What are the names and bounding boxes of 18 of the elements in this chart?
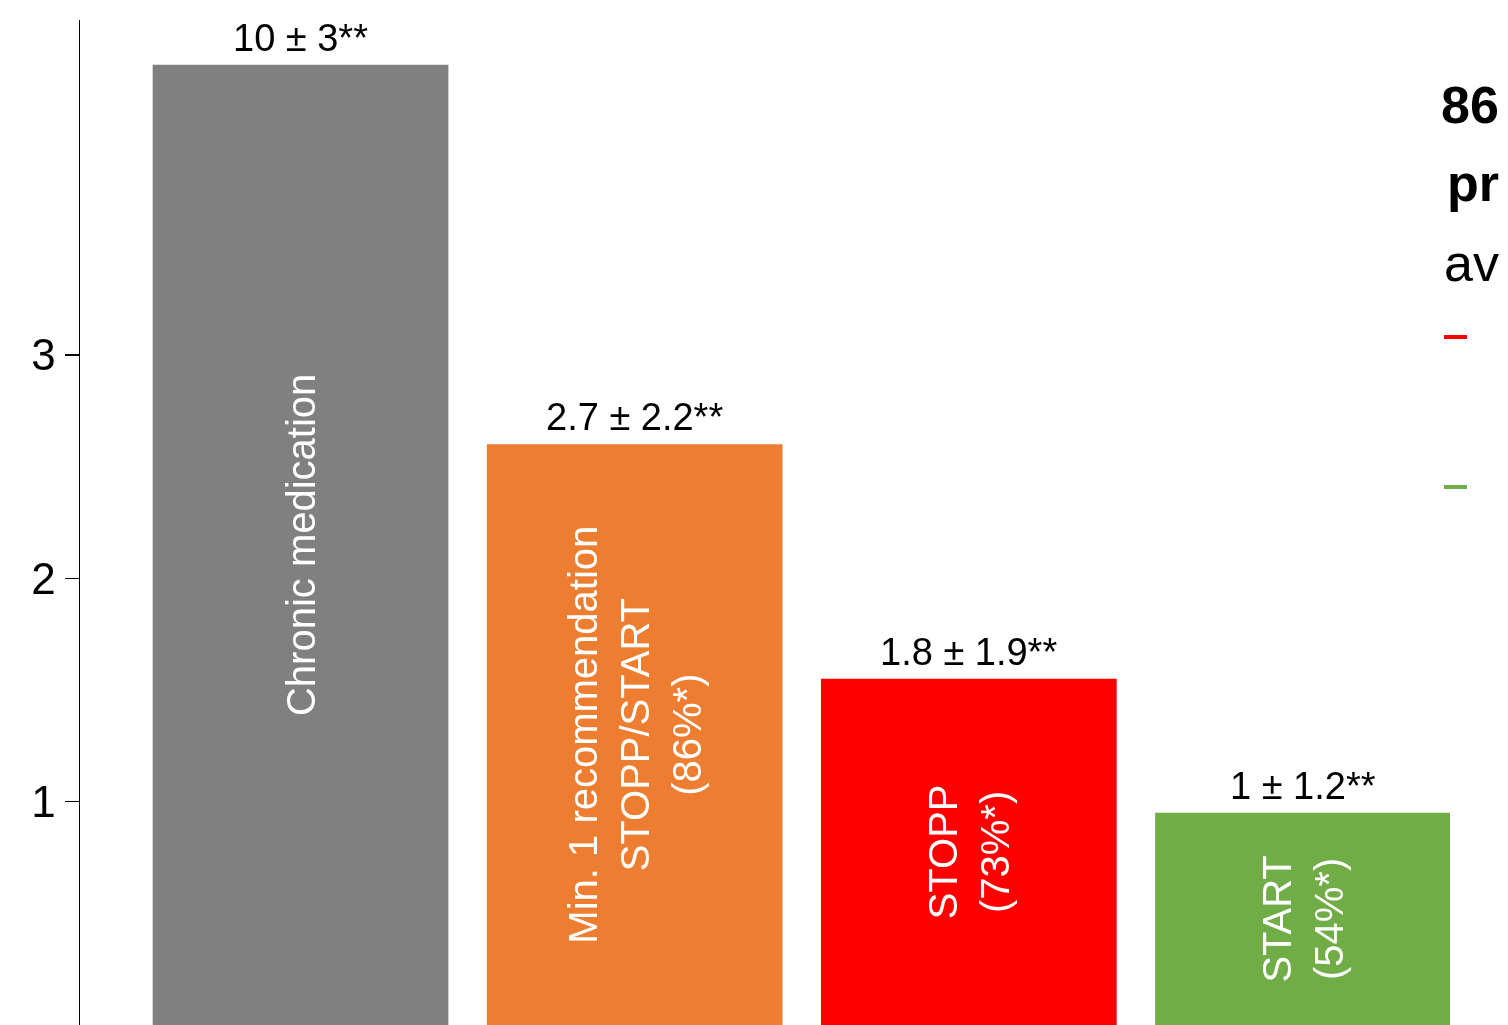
annotation: pr (1447, 154, 1499, 212)
bar (152, 64, 449, 1025)
y-tick-label: 2 (31, 553, 56, 603)
x-tick-label: Min. 1 recommendation STOPP/START (86%*) (560, 525, 709, 944)
annotation: 2.7 ± 2.2** (546, 396, 724, 438)
x-tick-label: STOPP (73%*) (920, 784, 1017, 920)
bar (820, 678, 1117, 1025)
x-tick-label: START (54%*) (1254, 855, 1351, 983)
bar (1155, 812, 1450, 1025)
annotation: 10 ± 3** (233, 17, 369, 59)
x-tick-label: Chronic medication (278, 373, 323, 717)
y-tick-label: 1 (31, 777, 56, 827)
annotation: 1.8 ± 1.9** (880, 631, 1058, 673)
annotation: av (1444, 234, 1499, 292)
bar (486, 444, 783, 1025)
annotation: 1 ± 1.2** (1230, 765, 1376, 807)
y-tick-label: 3 (31, 330, 56, 380)
annotation: 86 (1441, 76, 1499, 134)
